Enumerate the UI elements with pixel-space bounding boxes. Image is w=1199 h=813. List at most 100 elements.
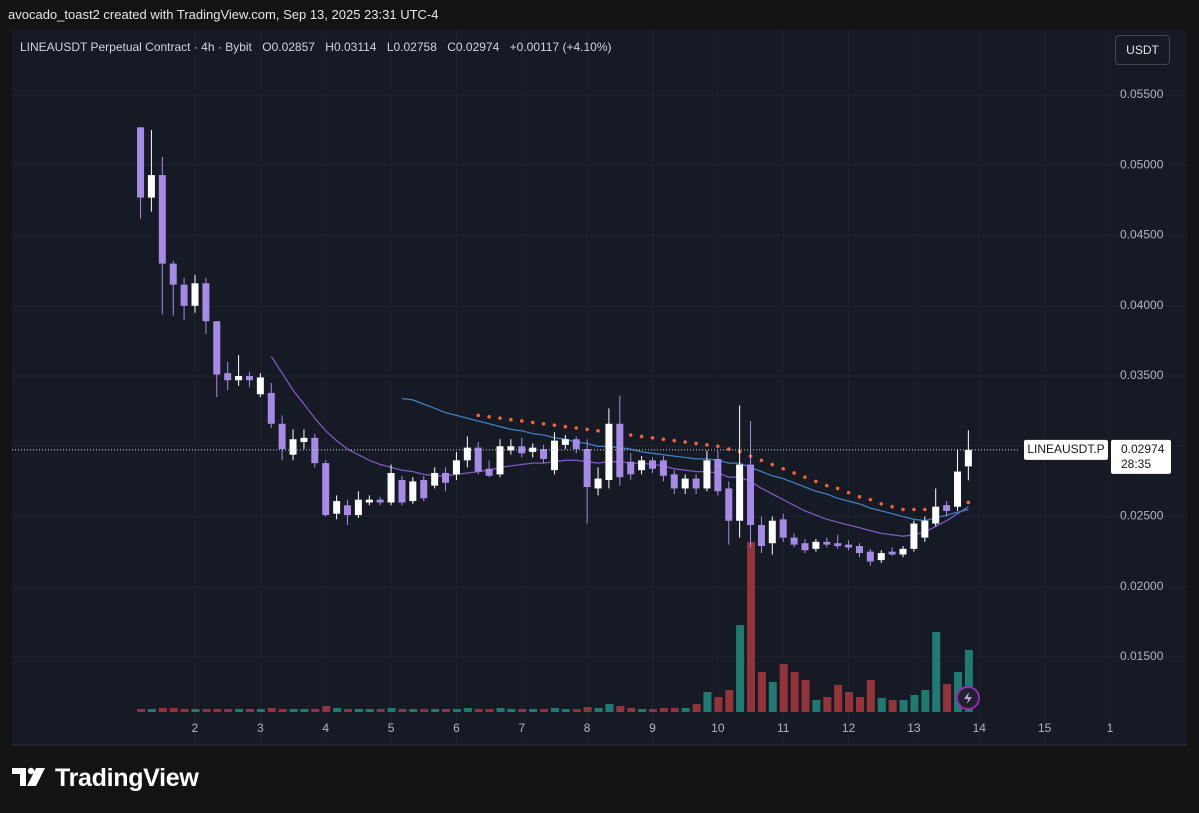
volume-bar [463, 708, 472, 712]
candle-body [605, 423, 613, 480]
volume-bar [877, 698, 886, 712]
candle-body [790, 537, 798, 545]
candle-body [496, 446, 504, 475]
candle-body [529, 447, 537, 452]
sar-dot [835, 486, 840, 491]
sar-dot [879, 502, 884, 506]
volume-bar [343, 709, 352, 712]
volume-bar [627, 708, 636, 712]
sar-dot [574, 426, 579, 430]
sar-dot [476, 413, 480, 418]
candle-body [289, 439, 297, 455]
sar-dot [890, 504, 894, 509]
volume-bar [322, 706, 331, 712]
labels: 0.015000.020000.025000.030000.035000.040… [12, 87, 1171, 735]
candle-body [594, 478, 602, 489]
volume-bar [659, 708, 668, 712]
y-tick-label: 0.05000 [1120, 157, 1164, 171]
candle-body [877, 553, 885, 561]
volume-bar [681, 708, 690, 712]
candle-body [932, 506, 940, 524]
sar-dot [552, 423, 557, 427]
volume-bar [561, 709, 570, 712]
x-tick-label: 11 [777, 721, 790, 735]
candle-body [343, 505, 351, 516]
price-tag: 0.02974 [1121, 442, 1165, 456]
candle-body [485, 468, 493, 476]
volume-bar [529, 709, 538, 712]
sar-dot [770, 462, 775, 467]
price-tag-bg [1111, 439, 1171, 474]
sar-dot [585, 427, 589, 432]
volume-bar [779, 664, 788, 712]
candle-body [463, 447, 471, 461]
volume-bar [409, 709, 418, 712]
volume-bar [452, 709, 461, 712]
candle-body [757, 524, 765, 547]
sar-dot [705, 443, 709, 447]
volume-bar [474, 709, 483, 712]
volume-bar [572, 709, 581, 712]
volume-bar [823, 697, 832, 712]
sar-dot [825, 483, 829, 488]
candle-body [191, 283, 199, 306]
sar-dot [563, 424, 568, 429]
legend: LINEAUSDT Perpetual Contract · 4h · Bybi… [20, 40, 612, 54]
volume-bar [790, 672, 799, 712]
volume-bar [256, 709, 265, 712]
candle-body [954, 471, 962, 507]
candle-body [964, 449, 972, 467]
candle-body [224, 373, 232, 381]
volume-bar [180, 709, 189, 712]
candle-body [681, 478, 689, 489]
candle-body [147, 175, 155, 198]
x-tick-label: 3 [257, 721, 264, 735]
volume-bar [224, 709, 233, 712]
candle-body [812, 541, 820, 549]
candle-body [376, 499, 384, 503]
sar-dot [846, 490, 851, 495]
volume-bar [768, 682, 777, 712]
volume-bar [943, 684, 952, 712]
x-tick-label: 9 [649, 721, 656, 735]
y-tick-label: 0.04000 [1120, 298, 1164, 312]
candle-body [855, 546, 863, 554]
alert-icon[interactable] [956, 686, 980, 710]
sar-dot [923, 507, 927, 512]
brand: TradingView [55, 764, 199, 792]
sar-dot [912, 507, 916, 512]
candle-body [550, 440, 558, 471]
candle-body [354, 499, 362, 516]
sar-dot [650, 436, 655, 440]
volume-bar [540, 709, 549, 712]
currency-button[interactable]: USDT [1115, 35, 1170, 65]
candle-body [692, 478, 700, 489]
attribution: avocado_toast2 created with TradingView.… [8, 7, 439, 22]
volume-bar [703, 692, 712, 712]
candle-body [180, 284, 188, 306]
sar-dot [683, 440, 687, 444]
candle-body [431, 472, 439, 486]
candle-body [801, 543, 809, 551]
volume-bar [431, 709, 440, 712]
volume-bar [725, 690, 734, 712]
volume-bar [158, 708, 167, 712]
volume-bar [311, 709, 320, 712]
sar-dot [716, 444, 720, 449]
sar-dot [672, 438, 677, 443]
volume-bar [692, 704, 701, 712]
x-tick-label: 7 [518, 721, 525, 735]
candle-body [300, 437, 308, 443]
sar-dot [781, 466, 786, 471]
sar-dot [639, 434, 644, 439]
volume-bar [267, 708, 276, 712]
volume-bar [365, 709, 374, 712]
volume-bar [616, 706, 625, 712]
volume-bar [899, 700, 908, 712]
x-tick-label: 13 [907, 721, 921, 735]
candle-body [649, 460, 656, 469]
candle-body [747, 464, 755, 525]
volume-bar [354, 709, 363, 712]
symbol-tag: LINEAUSDT.P [1027, 442, 1104, 456]
volume-bar [649, 709, 657, 712]
